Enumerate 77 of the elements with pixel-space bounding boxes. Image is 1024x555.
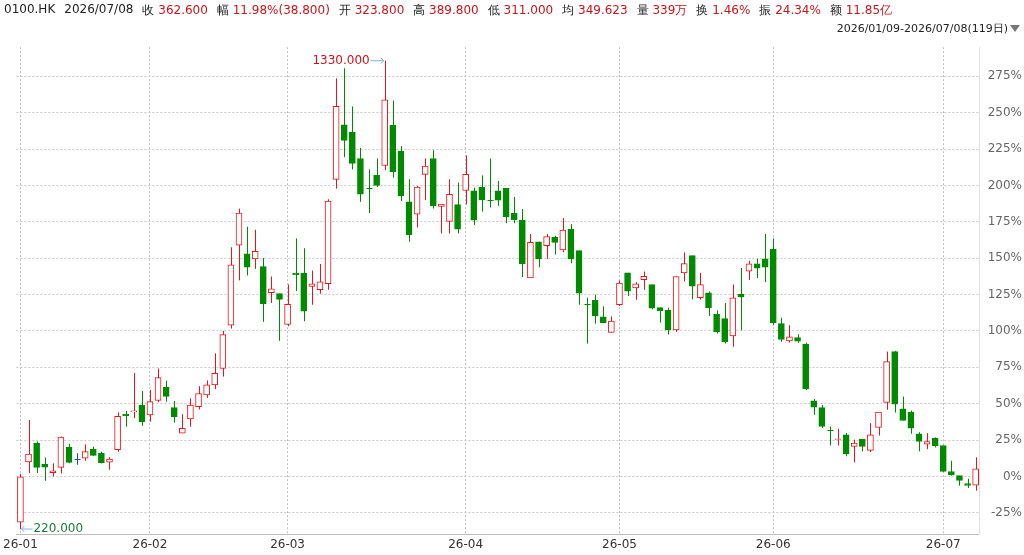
candlestick xyxy=(850,439,858,463)
candlestick xyxy=(713,309,720,335)
text: 高 389.800 xyxy=(413,2,479,19)
y-tick-label: 175% xyxy=(987,213,1022,228)
text: 幅 11.98%(38.800) xyxy=(216,2,330,19)
x-tick-label: 26-01 xyxy=(3,536,38,551)
candlestick xyxy=(721,302,729,345)
x-tick-label: 26-04 xyxy=(448,536,484,551)
candlestick xyxy=(421,158,429,201)
candlestick xyxy=(195,385,202,410)
y-tick-label: 150% xyxy=(987,250,1022,265)
candlestick xyxy=(316,263,324,295)
candlestick xyxy=(211,352,219,390)
candlestick xyxy=(875,411,882,437)
candlestick xyxy=(268,276,275,304)
candlestick xyxy=(778,317,785,343)
y-tick-label: 25% xyxy=(995,432,1022,447)
candlestick xyxy=(761,233,769,283)
candlestick xyxy=(543,233,550,260)
y-tick-label: 275% xyxy=(987,68,1022,83)
text: 换 1.46% xyxy=(696,2,751,19)
y-tick-label: -25% xyxy=(990,504,1022,519)
chart-title: 0100.HK xyxy=(4,2,56,18)
candlestick xyxy=(251,229,259,270)
x-tick-label: 26-02 xyxy=(132,536,168,551)
y-tick-label: 0% xyxy=(1002,468,1022,483)
candlestick xyxy=(340,67,348,158)
candlestick xyxy=(697,272,704,301)
annotation: 220.000 xyxy=(33,521,84,536)
text: 开 323.800 xyxy=(338,2,405,19)
candlestick xyxy=(899,396,907,422)
candlestick xyxy=(705,290,712,317)
candlestick xyxy=(535,241,542,268)
candlestick xyxy=(308,270,316,306)
text: 额 11.85亿 xyxy=(829,2,893,19)
candlestick xyxy=(130,372,138,419)
text: 振 24.34% xyxy=(759,2,821,19)
y-tick-label: 125% xyxy=(987,286,1022,301)
text: 均 349.623 xyxy=(562,2,628,19)
candlestick xyxy=(187,397,194,428)
candlestick xyxy=(170,400,178,424)
chart-subtitle: 2026/01/09-2026/07/08(119日) xyxy=(836,21,1008,36)
candlestick xyxy=(487,158,494,209)
y-tick-label: 75% xyxy=(995,359,1022,374)
candlestick xyxy=(373,158,380,188)
candlestick xyxy=(284,283,291,327)
text: 低 311.000 xyxy=(487,2,554,19)
text: 收 362.600 xyxy=(142,2,208,19)
candlestick xyxy=(25,419,32,474)
candlestick xyxy=(616,279,623,307)
candlestick xyxy=(462,154,469,205)
x-tick-label: 26-06 xyxy=(755,536,791,551)
x-tick-label: 26-05 xyxy=(602,536,637,551)
candlestick xyxy=(276,293,283,342)
candlestick xyxy=(438,203,445,234)
candlestick xyxy=(510,196,518,224)
y-tick-label: 200% xyxy=(987,177,1022,192)
candlestick xyxy=(33,440,40,474)
candlestick xyxy=(74,452,81,466)
candlestick xyxy=(559,217,567,253)
candlestick xyxy=(366,168,373,214)
candlestick xyxy=(551,235,559,256)
y-tick-label: 100% xyxy=(987,323,1022,338)
candlestick xyxy=(915,431,923,452)
y-tick-label: 225% xyxy=(987,141,1022,156)
y-tick-label: 250% xyxy=(987,104,1022,119)
candlestick xyxy=(680,251,688,282)
text: 量 339万 xyxy=(636,2,688,19)
candlestick xyxy=(827,426,834,446)
x-tick-label: 26-03 xyxy=(270,536,306,551)
candlestick xyxy=(454,182,461,234)
text: 2026/07/08 xyxy=(64,2,134,18)
candlestick xyxy=(640,271,648,291)
annotation: 1330.000 xyxy=(312,52,370,67)
candlestick xyxy=(867,422,874,453)
x-tick-label: 26-07 xyxy=(925,536,961,551)
y-tick-label: 50% xyxy=(995,395,1022,410)
